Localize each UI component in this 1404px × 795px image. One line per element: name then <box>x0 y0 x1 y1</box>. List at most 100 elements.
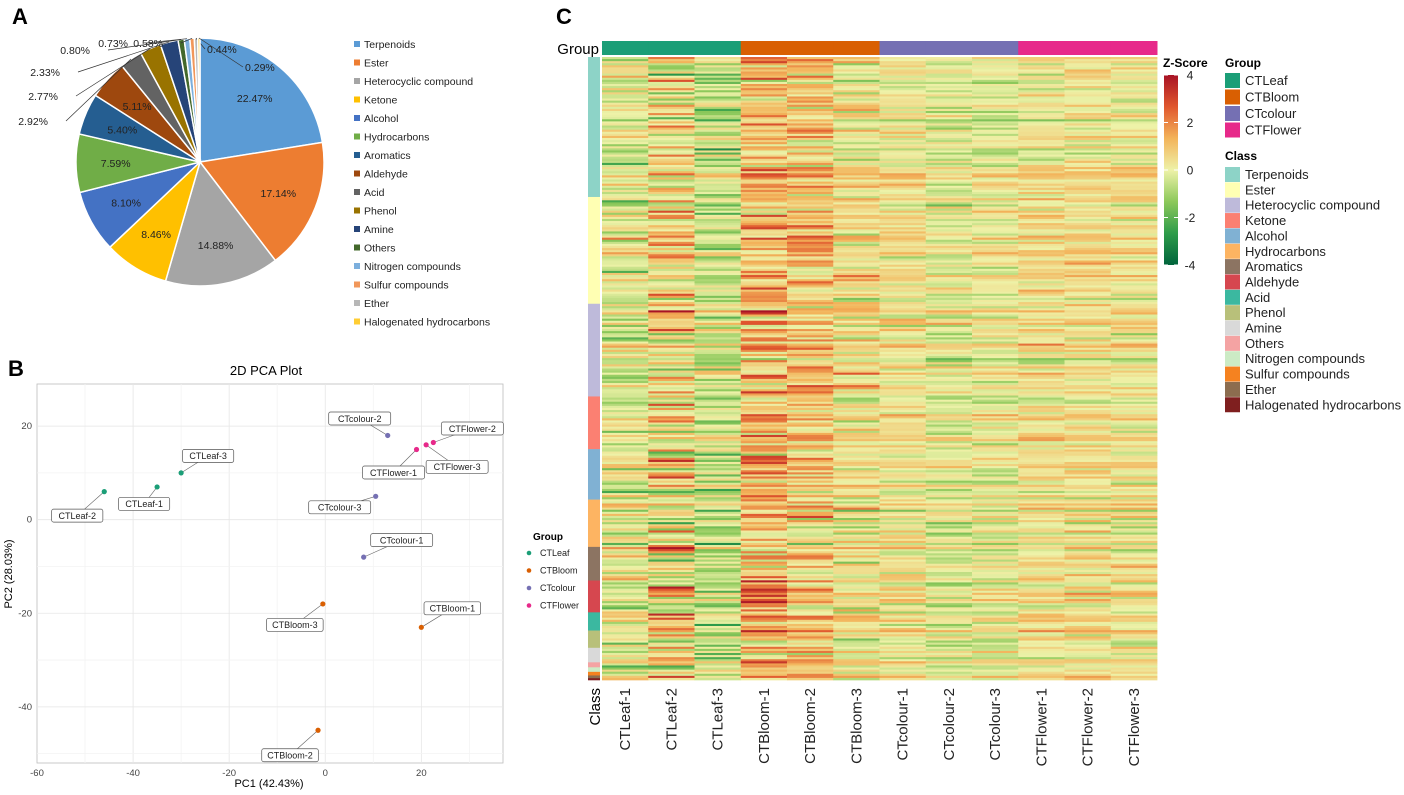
heatmap-cell <box>740 310 788 313</box>
heatmap-cell <box>972 349 1019 353</box>
heatmap-cell <box>740 133 788 137</box>
heatmap-cell <box>740 245 788 249</box>
heatmap-cell <box>648 607 695 610</box>
heatmap-cell <box>1018 503 1065 506</box>
heatmap-cell <box>879 383 927 386</box>
heatmap-cell <box>740 621 788 625</box>
heatmap-cell <box>1064 295 1112 299</box>
heatmap-cell <box>648 493 695 496</box>
heatmap-cell <box>972 150 1019 153</box>
heatmap-cell <box>602 547 649 550</box>
heatmap-cell <box>694 208 742 212</box>
heatmap-cell <box>648 659 695 662</box>
heatmap-cell <box>602 148 649 151</box>
heatmap-cell <box>602 653 649 656</box>
heatmap-cell <box>879 532 927 535</box>
heatmap-cell <box>1110 302 1158 305</box>
heatmap-cell <box>740 385 788 388</box>
heatmap-cell <box>1064 601 1112 604</box>
heatmap-cell <box>1018 212 1065 216</box>
heatmap-cell <box>694 212 742 216</box>
heatmap-cell <box>602 229 649 232</box>
heatmap-cell <box>833 673 880 677</box>
heatmap-cell <box>1064 472 1112 475</box>
heatmap-cell <box>787 626 834 629</box>
heatmap-cell <box>740 123 788 126</box>
heatmap-cell <box>972 501 1019 504</box>
heatmap-cell <box>740 432 788 436</box>
heatmap-cell <box>602 632 649 635</box>
heatmap-cell <box>1110 258 1158 261</box>
heatmap-cell <box>787 237 834 241</box>
heatmap-cell <box>740 183 788 187</box>
heatmap-cell <box>787 451 834 454</box>
heatmap-cell <box>740 399 788 403</box>
heatmap-cell <box>648 88 695 91</box>
heatmap-cell <box>1064 507 1112 511</box>
heatmap-cell <box>648 632 695 635</box>
heatmap-cell <box>879 173 927 176</box>
heatmap-cell <box>1064 241 1112 245</box>
heatmap-cell <box>879 515 927 519</box>
heatmap-cell <box>925 659 973 662</box>
heatmap-cell <box>972 169 1019 172</box>
heatmap-cell <box>787 522 834 525</box>
heatmap-cell <box>694 673 742 677</box>
heatmap-cell <box>787 360 834 363</box>
heatmap-cell <box>925 416 973 419</box>
heatmap-cell <box>879 299 927 303</box>
heatmap-cell <box>648 347 695 351</box>
heatmap-class-legend-title: Class <box>1225 149 1257 163</box>
heatmap-cell <box>1110 407 1158 411</box>
heatmap-cell <box>602 561 649 565</box>
heatmap-cell <box>1018 472 1065 475</box>
heatmap-cell <box>879 140 927 143</box>
heatmap-cell <box>972 376 1019 380</box>
heatmap-cell <box>833 420 880 423</box>
pca-label-box <box>440 421 504 436</box>
heatmap-cell <box>740 509 788 513</box>
heatmap-cell <box>694 345 742 349</box>
heatmap-cell <box>1018 69 1065 72</box>
pca-point-ctleaf-1 <box>154 484 160 490</box>
heatmap-cell <box>1110 146 1158 149</box>
heatmap-cell <box>648 505 695 508</box>
heatmap-cell <box>694 628 742 631</box>
colorbar-tick-label: -2 <box>1185 211 1196 225</box>
heatmap-cell <box>694 399 742 403</box>
heatmap-cell <box>925 119 973 122</box>
heatmap-cell <box>787 567 834 571</box>
heatmap-cell <box>925 378 973 382</box>
heatmap-cell <box>1064 185 1112 189</box>
heatmap-cell <box>648 630 695 633</box>
heatmap-cell <box>694 567 742 571</box>
heatmap-cell <box>602 152 649 155</box>
heatmap-cell <box>602 667 649 670</box>
heatmap-cell <box>694 250 742 253</box>
heatmap-cell <box>972 524 1019 527</box>
heatmap-cell <box>1110 501 1158 504</box>
heatmap-cell <box>879 650 927 654</box>
heatmap-group-cell-ctflower <box>1110 41 1158 55</box>
heatmap-cell <box>787 461 834 465</box>
heatmap-cell <box>787 266 834 270</box>
heatmap-cell <box>1018 545 1065 548</box>
heatmap-cell <box>879 123 927 126</box>
heatmap-cell <box>787 216 834 220</box>
heatmap-cell <box>1110 248 1158 251</box>
heatmap-cell <box>1064 455 1112 459</box>
heatmap-cell <box>925 445 973 448</box>
heatmap-cell <box>833 410 880 413</box>
heatmap-cell <box>648 312 695 315</box>
heatmap-cell <box>602 580 649 583</box>
heatmap-cell <box>1018 368 1065 371</box>
heatmap-cell <box>787 611 834 614</box>
heatmap-cell <box>1110 366 1158 369</box>
heatmap-cell <box>787 592 834 596</box>
heatmap-cell <box>879 459 927 463</box>
heatmap-cell <box>740 239 788 243</box>
heatmap-cell <box>602 181 649 185</box>
heatmap-cell <box>648 108 695 112</box>
heatmap-class-legend-swatch <box>1225 381 1240 397</box>
heatmap-cell <box>648 449 695 452</box>
